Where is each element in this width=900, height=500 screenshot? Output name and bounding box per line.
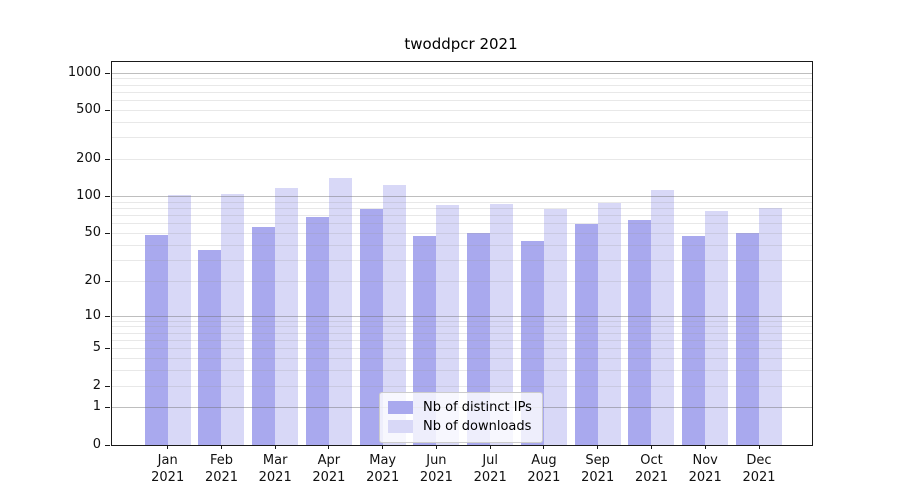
legend-swatch-distinct-ips — [388, 401, 413, 414]
bar-oct-downloads — [651, 190, 675, 445]
gridline-minor — [112, 109, 812, 111]
gridline-minor — [112, 201, 812, 203]
bar-apr-distinct-ips — [305, 216, 329, 445]
x-tick-mark — [758, 445, 760, 449]
x-tick-label: Apr 2021 — [312, 453, 346, 485]
y-tick-label: 10 — [84, 307, 101, 323]
legend-swatch-downloads — [388, 420, 413, 433]
gridline-minor — [112, 121, 812, 123]
gridline-minor — [112, 208, 812, 209]
bar-jul-downloads — [490, 203, 514, 445]
y-tick-label: 1000 — [67, 64, 101, 80]
bar-jul-distinct-ips — [467, 232, 491, 445]
gridline-major — [112, 72, 812, 74]
y-tick-mark — [105, 280, 110, 282]
y-tick-mark — [105, 109, 110, 111]
y-tick-mark — [105, 315, 110, 317]
bar-feb-distinct-ips — [198, 250, 222, 445]
gridline-minor — [112, 100, 812, 102]
y-tick-mark — [105, 385, 110, 387]
gridline-major — [112, 196, 812, 198]
x-tick-mark — [221, 445, 222, 449]
x-tick-mark — [489, 445, 491, 449]
chart-title: twoddpcr 2021 — [404, 35, 518, 53]
bar-sep-distinct-ips — [574, 224, 598, 445]
y-tick-mark — [105, 72, 110, 74]
x-tick-label: Oct 2021 — [634, 453, 669, 485]
y-tick-label: 2 — [92, 377, 101, 393]
bar-feb-downloads — [221, 193, 245, 445]
gridline-minor — [112, 137, 812, 139]
bar-may-distinct-ips — [359, 208, 383, 445]
x-tick-mark — [382, 445, 384, 449]
legend-label-distinct-ips: Nb of distinct IPs — [423, 400, 532, 415]
y-tick-mark — [105, 196, 110, 198]
y-tick-label: 200 — [76, 151, 101, 167]
x-tick-label: Sep 2021 — [581, 453, 615, 485]
legend: Nb of distinct IPs Nb of downloads — [379, 392, 543, 443]
x-tick-mark — [274, 445, 276, 449]
y-tick-label: 0 — [92, 436, 101, 452]
x-tick-label: Jan 2021 — [151, 453, 185, 485]
gridline-minor — [112, 159, 812, 161]
y-tick-label: 1 — [92, 399, 101, 415]
y-tick-label: 500 — [76, 101, 101, 117]
bar-jan-distinct-ips — [144, 235, 168, 445]
bar-mar-distinct-ips — [252, 226, 276, 445]
bar-may-downloads — [382, 184, 406, 445]
y-tick-mark — [105, 348, 110, 350]
legend-label-downloads: Nb of downloads — [423, 419, 532, 434]
y-tick-mark — [105, 407, 110, 409]
x-tick-label: Nov 2021 — [688, 453, 722, 485]
bar-dec-distinct-ips — [735, 232, 759, 445]
gridline-minor — [112, 78, 812, 80]
y-tick-label: 5 — [92, 340, 101, 356]
x-tick-mark — [167, 445, 169, 449]
bar-oct-distinct-ips — [628, 219, 652, 445]
legend-item-downloads: Nb of downloads — [388, 417, 532, 436]
legend-item-distinct-ips: Nb of distinct IPs — [388, 398, 532, 417]
x-tick-label: Aug 2021 — [527, 453, 561, 485]
x-tick-label: Dec 2021 — [742, 453, 776, 485]
y-tick-mark — [105, 233, 110, 234]
y-tick-label: 50 — [84, 225, 101, 240]
x-tick-label: May 2021 — [366, 453, 400, 485]
x-tick-mark — [651, 445, 652, 449]
y-tick-label: 20 — [84, 272, 101, 288]
x-tick-mark — [597, 445, 599, 449]
x-tick-mark — [328, 445, 330, 449]
x-tick-label: Jun 2021 — [419, 453, 453, 485]
bar-dec-downloads — [758, 208, 782, 445]
y-tick-mark — [105, 444, 110, 446]
bar-aug-downloads — [543, 209, 567, 445]
bar-jan-downloads — [167, 195, 191, 445]
bar-mar-downloads — [275, 187, 299, 445]
bar-apr-downloads — [328, 177, 352, 445]
y-tick-label: 100 — [76, 188, 101, 204]
gridline-minor — [112, 91, 812, 93]
x-tick-label: Feb 2021 — [204, 453, 239, 485]
bar-jun-downloads — [436, 204, 460, 445]
x-tick-label: Mar 2021 — [258, 453, 292, 485]
bar-nov-downloads — [705, 211, 729, 445]
bar-nov-distinct-ips — [682, 236, 706, 445]
y-tick-mark — [105, 159, 110, 161]
gridline-minor — [112, 84, 812, 86]
bar-sep-downloads — [597, 202, 621, 445]
x-tick-label: Jul 2021 — [473, 453, 507, 485]
x-tick-mark — [543, 445, 545, 449]
plot-area: 0 1 2 5 10 20 50 100 200 500 1000 Jan 2021 Feb 2021 M… — [68, 61, 813, 485]
x-tick-mark — [704, 445, 706, 449]
x-tick-mark — [435, 445, 437, 449]
